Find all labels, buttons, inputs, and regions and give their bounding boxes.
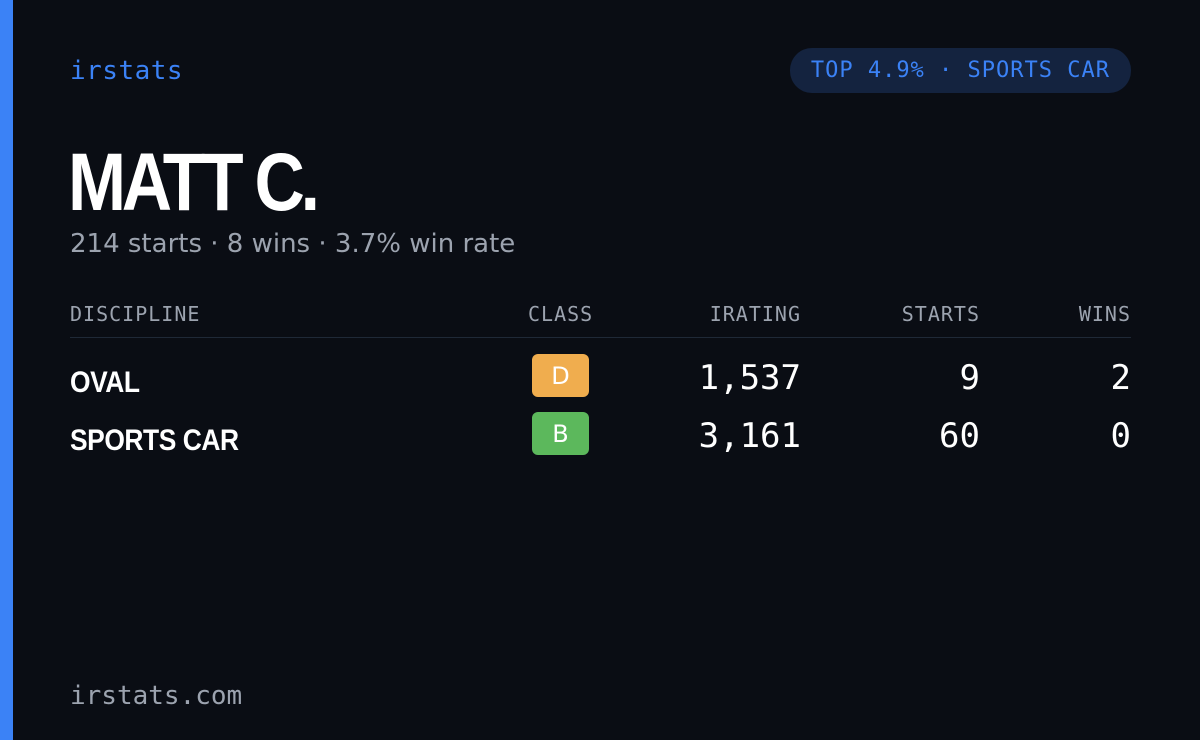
wins-value: 2 [1110, 358, 1131, 398]
table-row: OVAL D 1,537 9 2 [70, 338, 1131, 399]
header-wins: WINS [1078, 302, 1131, 326]
header-class: CLASS [528, 302, 594, 326]
header-discipline: DISCIPLINE [70, 302, 201, 326]
accent-bar [0, 0, 13, 740]
irating-value: 3,161 [698, 416, 801, 456]
table-header: DISCIPLINE CLASS IRATING STARTS WINS [70, 298, 1131, 338]
rank-badge: TOP 4.9% · SPORTS CAR [789, 48, 1131, 93]
license-class-badge: D [532, 354, 589, 397]
starts-value: 60 [939, 416, 980, 456]
license-class-badge: B [532, 412, 589, 455]
table-row: SPORTS CAR B 3,161 60 0 [70, 396, 1131, 457]
discipline-name: SPORTS CAR [70, 424, 239, 457]
player-name: MATT C. [68, 137, 320, 228]
starts-value: 9 [959, 358, 980, 398]
irating-value: 1,537 [698, 358, 801, 398]
footer-site-url: irstats.com [70, 681, 243, 711]
header-starts: STARTS [901, 302, 980, 326]
header-irating: IRATING [709, 302, 801, 326]
stats-table: DISCIPLINE CLASS IRATING STARTS WINS OVA… [70, 298, 1131, 457]
discipline-name: OVAL [70, 366, 140, 399]
brand-logo: irstats [70, 56, 184, 86]
player-summary: 214 starts · 8 wins · 3.7% win rate [70, 229, 516, 259]
wins-value: 0 [1110, 416, 1131, 456]
